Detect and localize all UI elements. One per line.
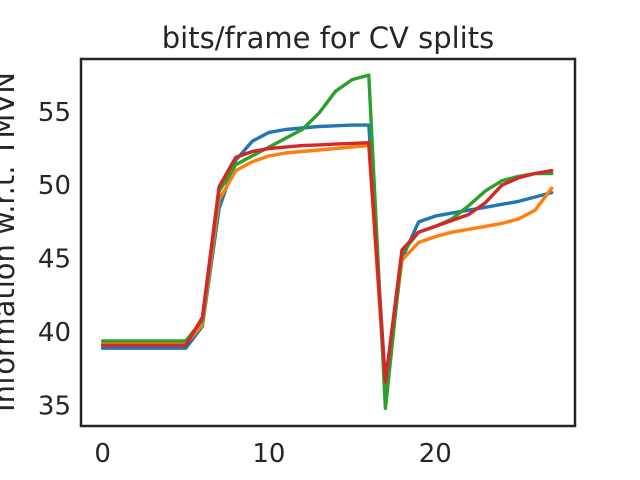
y-tick-label: 55	[38, 98, 71, 128]
y-tick-label: 35	[38, 391, 71, 421]
y-tick-label: 40	[38, 318, 71, 348]
series-line-2	[100, 143, 554, 393]
x-tick-labels: 0 10 20	[94, 439, 451, 469]
series-layer	[100, 73, 554, 411]
x-tick-label: 10	[252, 439, 285, 469]
series-line-4	[100, 140, 554, 384]
y-tick-labels: 35 40 45 50 55	[38, 98, 71, 422]
x-tick-label: 20	[419, 439, 452, 469]
y-tick-label: 50	[38, 171, 71, 201]
x-tick-label: 0	[94, 439, 111, 469]
y-tick-label: 45	[38, 245, 71, 275]
y-axis-label: Information w.r.t. TMVN	[0, 72, 21, 412]
series-line-3	[100, 73, 554, 411]
plot-frame	[79, 57, 577, 428]
chart-title: bits/frame for CV splits	[162, 21, 494, 55]
